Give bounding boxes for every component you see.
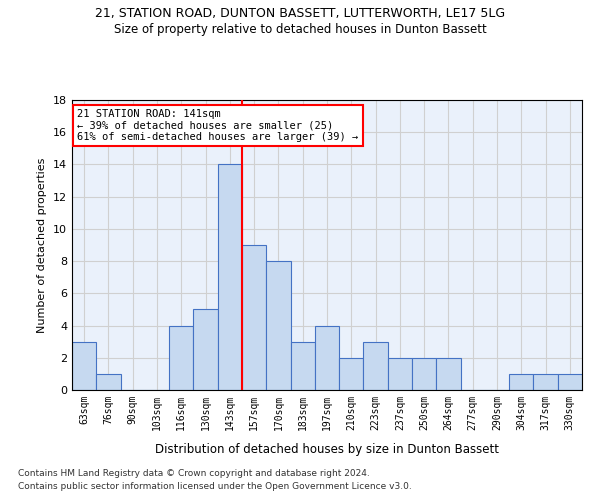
Bar bbox=[388, 358, 412, 390]
Bar bbox=[96, 374, 121, 390]
Bar bbox=[315, 326, 339, 390]
Bar bbox=[364, 342, 388, 390]
Text: 21 STATION ROAD: 141sqm
← 39% of detached houses are smaller (25)
61% of semi-de: 21 STATION ROAD: 141sqm ← 39% of detache… bbox=[77, 108, 358, 142]
Bar bbox=[169, 326, 193, 390]
Bar bbox=[72, 342, 96, 390]
Text: Contains public sector information licensed under the Open Government Licence v3: Contains public sector information licen… bbox=[18, 482, 412, 491]
Bar bbox=[242, 245, 266, 390]
Bar bbox=[339, 358, 364, 390]
Bar bbox=[266, 261, 290, 390]
Text: Distribution of detached houses by size in Dunton Bassett: Distribution of detached houses by size … bbox=[155, 442, 499, 456]
Text: 21, STATION ROAD, DUNTON BASSETT, LUTTERWORTH, LE17 5LG: 21, STATION ROAD, DUNTON BASSETT, LUTTER… bbox=[95, 8, 505, 20]
Bar bbox=[412, 358, 436, 390]
Bar bbox=[193, 310, 218, 390]
Bar bbox=[436, 358, 461, 390]
Bar bbox=[218, 164, 242, 390]
Bar bbox=[533, 374, 558, 390]
Text: Size of property relative to detached houses in Dunton Bassett: Size of property relative to detached ho… bbox=[113, 22, 487, 36]
Y-axis label: Number of detached properties: Number of detached properties bbox=[37, 158, 47, 332]
Bar bbox=[558, 374, 582, 390]
Bar bbox=[509, 374, 533, 390]
Bar bbox=[290, 342, 315, 390]
Text: Contains HM Land Registry data © Crown copyright and database right 2024.: Contains HM Land Registry data © Crown c… bbox=[18, 468, 370, 477]
